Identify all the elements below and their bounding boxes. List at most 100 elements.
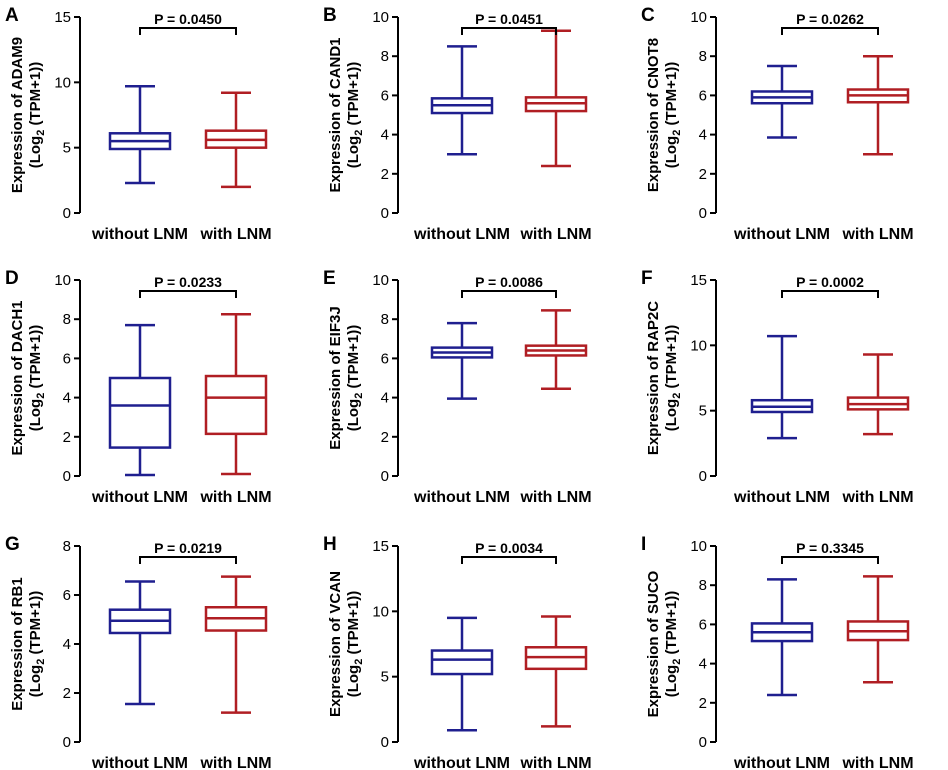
y-tick-label: 2 — [381, 429, 389, 446]
significance-bracket — [461, 290, 557, 298]
box-with-lnm — [204, 575, 268, 714]
p-value-label: P = 0.3345 — [796, 540, 864, 556]
p-value-label: P = 0.0219 — [154, 540, 222, 556]
y-axis-unit: (Log2 (TPM+1)) — [345, 62, 365, 169]
y-tick-label: 6 — [699, 87, 707, 104]
y-tick-label: 5 — [63, 140, 71, 157]
y-axis-title: Expression of DACH1 — [9, 300, 26, 455]
y-axis-unit-subscript: 2 — [35, 130, 47, 136]
p-value-label: P = 0.0034 — [475, 540, 543, 556]
y-axis-unit-rest: (TPM+1)) — [27, 591, 44, 659]
x-category-label: without LNM — [91, 755, 188, 770]
y-tick-label: 0 — [381, 205, 389, 222]
y-axis-unit-subscript: 2 — [353, 393, 365, 399]
p-value-label: P = 0.0450 — [154, 11, 222, 27]
y-tick-label: 15 — [54, 9, 71, 26]
y-tick-label: 4 — [63, 390, 71, 407]
y-axis-unit-subscript: 2 — [35, 393, 47, 399]
y-axis-title: Expression of RAP2C — [645, 301, 662, 455]
box-with-lnm — [524, 29, 588, 168]
y-tick-label: 0 — [63, 205, 71, 222]
y-tick-label: 10 — [372, 603, 389, 620]
box-without-lnm — [750, 334, 814, 440]
y-axis-unit: (Log2 (TPM+1)) — [27, 325, 47, 432]
panel-label: H — [323, 534, 337, 555]
y-tick-label: 6 — [381, 350, 389, 367]
y-axis-unit-rest: (TPM+1)) — [345, 591, 362, 659]
panel-label: C — [641, 5, 655, 26]
y-axis-unit-rest: (TPM+1)) — [663, 62, 680, 130]
y-axis-unit: (Log2 (TPM+1)) — [27, 591, 47, 698]
x-category-label: without LNM — [733, 226, 830, 243]
y-axis-unit-subscript: 2 — [35, 659, 47, 665]
x-category-label: without LNM — [91, 226, 188, 243]
y-axis-unit-subscript: 2 — [353, 130, 365, 136]
panel-label: D — [5, 268, 19, 289]
y-axis-unit-rest: (TPM+1)) — [345, 325, 362, 393]
y-tick-label: 2 — [63, 429, 71, 446]
panel-label: F — [641, 268, 653, 289]
y-axis-unit-subscript: 2 — [353, 659, 365, 665]
significance-bracket — [139, 556, 237, 564]
y-axis-unit-subscript: 2 — [671, 393, 683, 399]
y-tick-label: 5 — [381, 669, 389, 686]
y-axis-title: Expression of CNOT8 — [645, 38, 662, 192]
y-tick-label: 0 — [699, 205, 707, 222]
y-tick-label: 2 — [381, 166, 389, 183]
y-tick-label: 2 — [699, 166, 707, 183]
box-without-lnm — [430, 616, 494, 732]
y-tick-label: 8 — [63, 311, 71, 328]
y-tick-label: 0 — [699, 468, 707, 485]
box-without-lnm — [430, 45, 494, 156]
y-axis-unit: (Log2 (TPM+1)) — [663, 62, 683, 169]
y-axis-title: Expression of CAND1 — [327, 37, 344, 192]
y-axis-unit-rest: (TPM+1)) — [345, 62, 362, 130]
box-with-lnm — [204, 91, 268, 189]
x-category-label: with LNM — [199, 489, 271, 506]
y-tick-label: 6 — [699, 616, 707, 633]
y-axis-title: Expression of EIF3J — [327, 306, 344, 449]
significance-bracket — [781, 556, 879, 564]
x-category-label: with LNM — [519, 755, 591, 770]
y-axis-unit: (Log2 (TPM+1)) — [27, 62, 47, 169]
x-category-label: with LNM — [841, 226, 913, 243]
y-axis-unit-base: (Log — [27, 399, 44, 431]
box-with-lnm — [524, 309, 588, 391]
box-without-lnm — [108, 85, 172, 185]
x-category-label: with LNM — [199, 755, 271, 770]
y-tick-label: 5 — [699, 403, 707, 420]
y-tick-label: 4 — [381, 127, 389, 144]
box-without-lnm — [750, 578, 814, 697]
box-without-lnm — [750, 64, 814, 139]
y-tick-label: 0 — [699, 734, 707, 751]
y-axis-title: Expression of RB1 — [9, 577, 26, 710]
y-tick-label: 15 — [690, 272, 707, 289]
significance-bracket — [781, 290, 879, 298]
y-tick-label: 0 — [381, 734, 389, 751]
y-tick-label: 4 — [381, 390, 389, 407]
panel-f: F 0 5 10 15 Expression of RAP2C (Log2 (TPM+1))… — [641, 268, 914, 506]
y-tick-label: 8 — [699, 577, 707, 594]
y-axis-title: Expression of SUCO — [645, 570, 662, 717]
significance-bracket — [139, 290, 237, 298]
y-tick-label: 0 — [63, 734, 71, 751]
y-axis-unit: (Log2 (TPM+1)) — [663, 591, 683, 698]
iqr-box — [108, 376, 172, 449]
x-category-label: with LNM — [519, 489, 591, 506]
y-tick-label: 15 — [372, 538, 389, 555]
panel-h: H 0 5 10 15 Expression of VCAN (Log2 (TPM+1)) w… — [323, 534, 592, 770]
y-tick-label: 2 — [699, 695, 707, 712]
p-value-label: P = 0.0086 — [475, 274, 543, 290]
panel-label: G — [5, 534, 20, 555]
x-category-label: without LNM — [413, 226, 510, 243]
y-tick-label: 10 — [690, 538, 707, 555]
y-tick-label: 8 — [381, 311, 389, 328]
iqr-box — [430, 649, 494, 676]
box-with-lnm — [846, 353, 910, 436]
